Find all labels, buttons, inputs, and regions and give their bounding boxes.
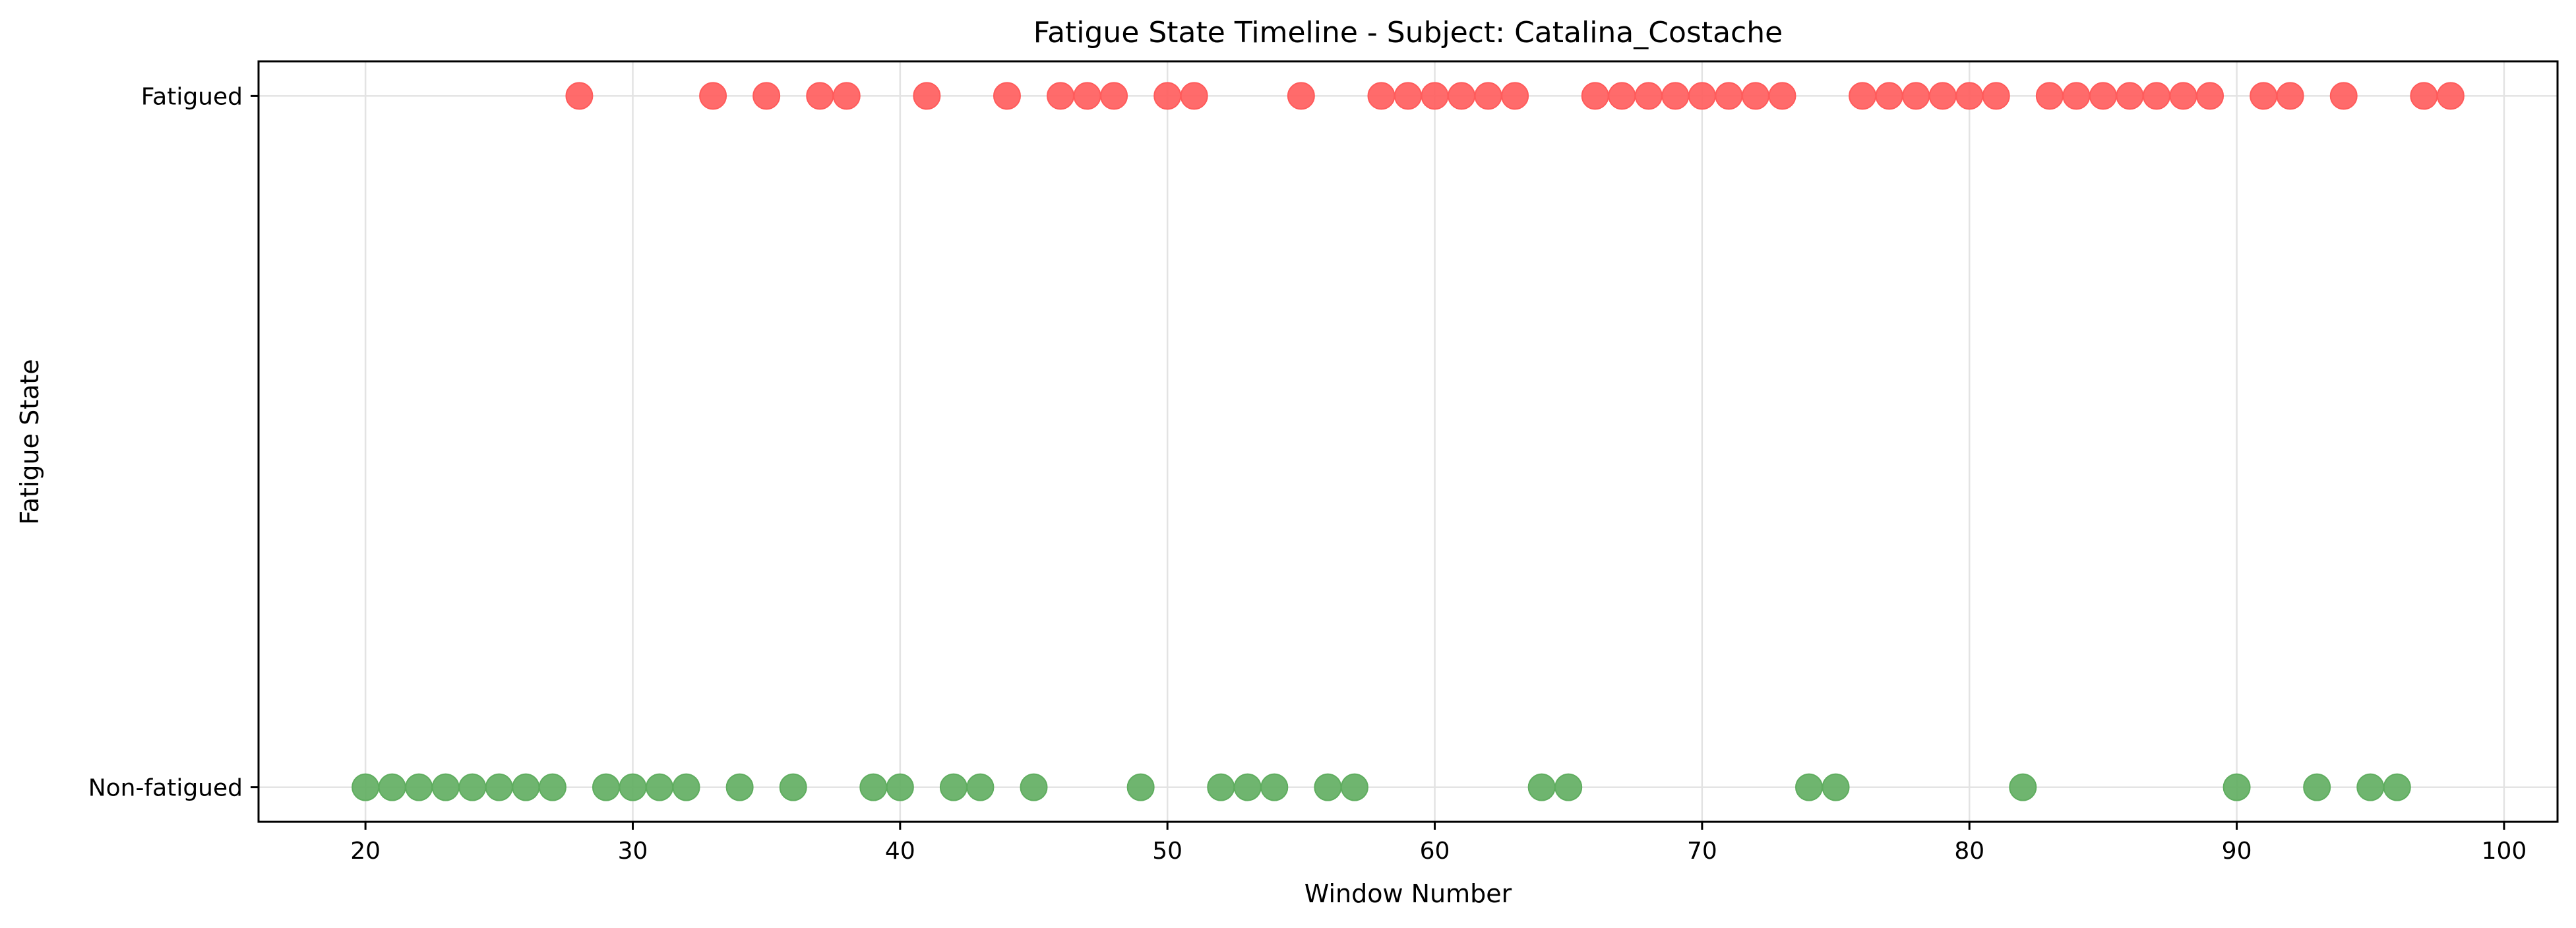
data-point	[1554, 773, 1583, 801]
data-point	[646, 773, 674, 801]
data-point	[1661, 82, 1690, 110]
data-point	[2276, 82, 2304, 110]
data-point	[2410, 82, 2438, 110]
data-point	[2250, 82, 2278, 110]
data-point	[1073, 82, 1101, 110]
data-point	[859, 773, 888, 801]
data-point	[2303, 773, 2331, 801]
plot-frame	[257, 60, 2559, 823]
data-point	[1047, 82, 1075, 110]
data-point	[1849, 82, 1877, 110]
data-point	[913, 82, 941, 110]
x-tick-label: 40	[885, 838, 915, 865]
axis-ticks: 20 30 40 50 60 70 80 90 100 Non-fatigued Fatigued	[88, 83, 2527, 865]
data-point	[1233, 773, 1262, 801]
data-point	[806, 82, 834, 110]
data-point	[1688, 82, 1716, 110]
data-point	[2062, 82, 2091, 110]
data-point	[2035, 82, 2064, 110]
data-point	[1982, 82, 2010, 110]
data-point	[1126, 773, 1155, 801]
data-point	[1715, 82, 1743, 110]
data-point	[2142, 82, 2170, 110]
data-point	[1875, 82, 1903, 110]
data-point	[2116, 82, 2144, 110]
data-point	[538, 773, 567, 801]
data-point	[993, 82, 1021, 110]
data-point	[1367, 82, 1395, 110]
data-point	[1100, 82, 1128, 110]
data-point	[1394, 82, 1422, 110]
data-point	[966, 773, 995, 801]
data-point	[1608, 82, 1636, 110]
data-point	[2223, 773, 2251, 801]
x-tick-label: 90	[2222, 838, 2252, 865]
data-point	[1153, 82, 1182, 110]
data-point	[1421, 82, 1449, 110]
data-point	[886, 773, 914, 801]
y-tick-label: Fatigued	[141, 83, 243, 110]
data-point	[2356, 773, 2385, 801]
x-axis-label: Window Number	[1304, 879, 1512, 908]
data-point	[1795, 773, 1824, 801]
x-tick-label: 20	[350, 838, 381, 865]
x-tick-label: 100	[2482, 838, 2527, 865]
data-point	[378, 773, 406, 801]
data-point	[485, 773, 513, 801]
data-point	[2196, 82, 2224, 110]
data-point	[779, 773, 807, 801]
data-point	[2169, 82, 2197, 110]
x-tick-label: 60	[1420, 838, 1450, 865]
data-point	[1928, 82, 1957, 110]
data-point	[2009, 773, 2037, 801]
grid-lines	[259, 61, 2558, 822]
data-point	[512, 773, 540, 801]
data-point	[699, 82, 727, 110]
data-point	[832, 82, 861, 110]
x-tick-label: 80	[1954, 838, 1984, 865]
x-tick-label: 50	[1152, 838, 1182, 865]
data-point	[458, 773, 487, 801]
data-point	[2436, 82, 2465, 110]
data-point	[1287, 82, 1315, 110]
data-point	[565, 82, 594, 110]
data-points	[352, 82, 2465, 801]
data-point	[1474, 82, 1502, 110]
data-point	[1180, 82, 1208, 110]
data-point	[1207, 773, 1235, 801]
data-point	[672, 773, 700, 801]
data-point	[752, 82, 781, 110]
x-tick-label: 30	[618, 838, 648, 865]
data-point	[1527, 773, 1556, 801]
data-point	[2329, 82, 2358, 110]
chart-title: Fatigue State Timeline - Subject: Catali…	[1033, 16, 1783, 49]
data-point	[592, 773, 620, 801]
y-tick-label: Non-fatigued	[88, 775, 243, 802]
data-point	[405, 773, 433, 801]
data-point	[1955, 82, 1984, 110]
data-point	[2089, 82, 2117, 110]
data-point	[1260, 773, 1289, 801]
data-point	[2383, 773, 2411, 801]
data-point	[431, 773, 460, 801]
data-point	[1741, 82, 1769, 110]
data-point	[1340, 773, 1368, 801]
y-axis-label: Fatigue State	[15, 359, 44, 524]
data-point	[1581, 82, 1609, 110]
x-tick-label: 70	[1687, 838, 1717, 865]
data-point	[352, 773, 380, 801]
data-point	[939, 773, 967, 801]
data-point	[619, 773, 647, 801]
data-point	[1501, 82, 1529, 110]
data-point	[1448, 82, 1476, 110]
data-point	[1634, 82, 1663, 110]
data-point	[1314, 773, 1342, 801]
data-point	[1020, 773, 1048, 801]
data-point	[1822, 773, 1850, 801]
data-point	[1902, 82, 1930, 110]
data-point	[1768, 82, 1796, 110]
data-point	[725, 773, 754, 801]
